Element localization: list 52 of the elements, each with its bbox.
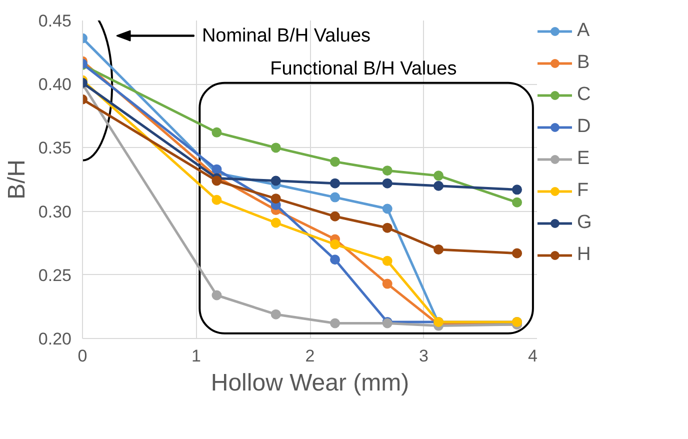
legend-label: D [577, 116, 592, 138]
point [270, 309, 281, 320]
legend-label: A [577, 20, 591, 42]
legend-label: F [577, 180, 590, 202]
y-tick-label: 0.20 [38, 330, 72, 348]
point [382, 204, 392, 214]
annotation: Functional B/H Values [270, 58, 457, 80]
x-tick-label: 1 [192, 346, 201, 366]
point [270, 176, 281, 186]
point [212, 164, 222, 174]
y-tick-label: 0.40 [38, 75, 72, 94]
point [330, 178, 340, 188]
point [270, 194, 281, 204]
point [212, 176, 222, 186]
point [434, 180, 444, 191]
point [512, 197, 522, 208]
x-tick-label: 3 [419, 346, 428, 366]
point [382, 222, 392, 233]
point [330, 192, 340, 202]
y-tick-label: 0.30 [38, 202, 72, 222]
legend-label: G [577, 212, 593, 234]
x-axis-title: Hollow Wear (mm) [210, 370, 410, 396]
point [212, 127, 222, 138]
x-tick-label: 0 [78, 346, 88, 366]
point [330, 156, 340, 167]
point [382, 278, 392, 289]
point [330, 239, 340, 250]
x-tick-label: 2 [305, 346, 315, 366]
legend-label: E [577, 148, 591, 170]
point [212, 194, 222, 205]
point [270, 218, 281, 228]
annotation: Nominal B/H Values [202, 25, 371, 46]
y-axis-title: B/H [3, 159, 30, 200]
point [382, 256, 392, 266]
point [512, 248, 522, 258]
x-tick-label: 4 [528, 346, 538, 366]
point [330, 318, 340, 328]
point [270, 142, 281, 153]
legend-label: B [577, 52, 591, 74]
y-tick-label: 0.45 [38, 12, 72, 30]
point [434, 170, 444, 181]
legend-label: H [577, 244, 592, 266]
point [382, 178, 392, 188]
point [330, 211, 340, 222]
y-tick-label: 0.35 [38, 138, 72, 158]
point [434, 244, 444, 254]
point [212, 290, 222, 300]
point [382, 166, 392, 176]
point [512, 184, 522, 195]
point [330, 254, 340, 265]
y-tick-label: 0.25 [38, 266, 72, 285]
legend-label: C [577, 84, 592, 106]
